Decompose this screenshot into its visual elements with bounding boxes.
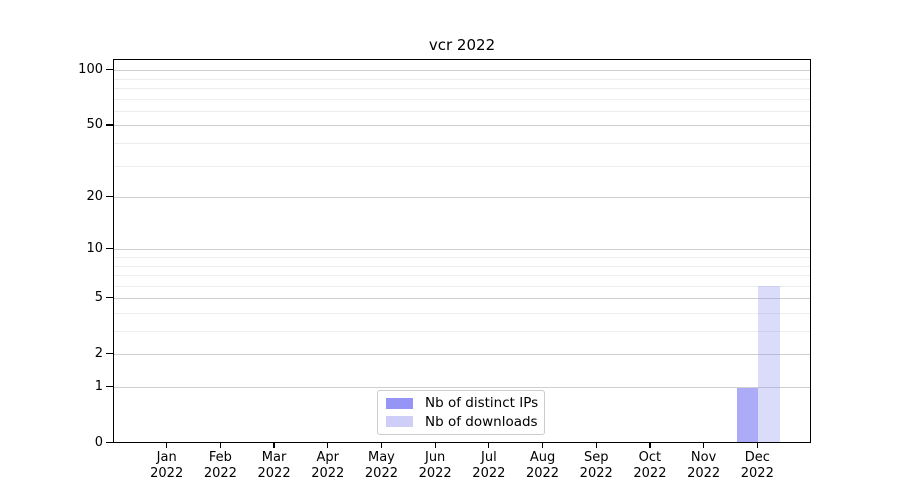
x-tick-label-oct: Oct 2022 [633,449,667,481]
gridline-major-1 [114,386,810,389]
y-tick-label-50: 50 [86,117,103,133]
y-tick-label-100: 100 [78,62,103,78]
legend-label-distinct-ips: Nb of distinct IPs [425,395,539,412]
y-tick-mark-0 [106,441,113,444]
gridline-minor-70 [114,98,810,100]
x-tick-mark-jan [166,442,168,448]
gridline-minor-60 [114,110,810,112]
x-tick-label-nov: Nov 2022 [687,449,721,481]
x-tick-label-jun: Jun 2022 [418,449,452,481]
gridline-minor-90 [114,78,810,80]
y-tick-mark-20 [106,195,113,198]
y-tick-label-10: 10 [86,241,103,257]
y-tick-label-2: 2 [94,346,103,362]
x-tick-mark-feb [219,442,222,448]
legend-swatch-downloads [386,416,413,428]
x-tick-label-dec: Dec 2022 [740,449,774,481]
y-tick-mark-100 [106,69,113,71]
y-tick-label-20: 20 [86,189,103,205]
y-tick-mark-5 [106,297,113,299]
y-tick-label-0: 0 [94,435,103,450]
gridline-minor-80 [114,88,810,89]
gridline-major-20 [114,196,810,199]
x-tick-mark-mar [273,442,275,448]
legend-item-distinct-ips: Nb of distinct IPs [386,395,539,412]
plot-area [113,58,811,443]
gridline-major-50 [114,125,810,127]
gridline-major-5 [114,298,810,300]
x-tick-label-jan: Jan 2022 [150,449,184,481]
bar-nb-of-downloads-dec [758,286,780,443]
x-tick-label-mar: Mar 2022 [257,449,291,481]
gridline-major-2 [114,354,810,356]
legend: Nb of distinct IPs Nb of downloads [377,390,545,435]
x-tick-mark-aug [541,442,544,448]
gridline-minor-40 [114,143,810,144]
gridline-minor-3 [114,331,810,332]
gridline-minor-4 [114,312,810,314]
gridline-minor-30 [114,165,810,167]
x-tick-label-may: May 2022 [364,449,398,481]
legend-swatch-distinct-ips [386,397,413,409]
x-tick-label-aug: Aug 2022 [525,449,560,481]
gridline-minor-7 [114,275,810,277]
y-tick-label-5: 5 [94,290,103,306]
x-tick-mark-may [380,442,383,448]
x-tick-mark-dec [756,442,758,448]
y-tick-mark-2 [106,353,113,355]
x-tick-label-sep: Sep 2022 [579,449,613,481]
x-tick-mark-sep [595,442,597,448]
gridline-minor-9 [114,256,810,258]
x-tick-label-apr: Apr 2022 [311,449,345,481]
y-tick-mark-10 [106,248,113,250]
x-tick-label-jul: Jul 2022 [472,449,506,481]
gridline-minor-6 [114,285,810,287]
x-tick-mark-jul [488,442,490,448]
y-tick-label-1: 1 [94,379,103,394]
x-tick-mark-apr [327,442,329,448]
gridline-major-10 [114,249,810,251]
bar-nb-of-distinct-ips-dec [736,387,759,443]
gridline-minor-8 [114,265,810,267]
x-tick-label-feb: Feb 2022 [203,449,237,481]
x-tick-mark-oct [649,442,651,448]
y-tick-mark-1 [106,385,113,388]
legend-label-downloads: Nb of downloads [425,413,538,430]
x-tick-mark-jun [434,442,436,448]
legend-item-downloads: Nb of downloads [386,413,538,430]
y-tick-mark-50 [106,124,113,126]
x-tick-mark-nov [702,442,705,448]
gridline-major-100 [114,70,810,72]
chart-title: vcr 2022 [428,36,496,54]
